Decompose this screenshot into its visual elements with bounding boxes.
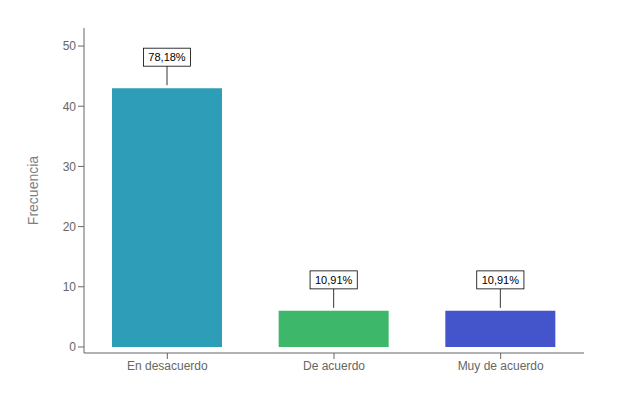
svg-text:Muy de acuerdo: Muy de acuerdo: [458, 359, 544, 373]
svg-text:20: 20: [63, 220, 77, 234]
svg-text:10,91%: 10,91%: [315, 274, 353, 286]
svg-text:50: 50: [63, 39, 77, 53]
svg-text:10: 10: [63, 280, 77, 294]
svg-text:10,91%: 10,91%: [482, 274, 520, 286]
svg-text:De acuerdo: De acuerdo: [303, 359, 365, 373]
svg-text:30: 30: [63, 160, 77, 174]
svg-text:40: 40: [63, 100, 77, 114]
svg-text:En desacuerdo: En desacuerdo: [127, 359, 208, 373]
svg-text:0: 0: [69, 340, 76, 354]
svg-text:Frecuencia: Frecuencia: [25, 156, 41, 225]
svg-text:78,18%: 78,18%: [148, 51, 186, 63]
